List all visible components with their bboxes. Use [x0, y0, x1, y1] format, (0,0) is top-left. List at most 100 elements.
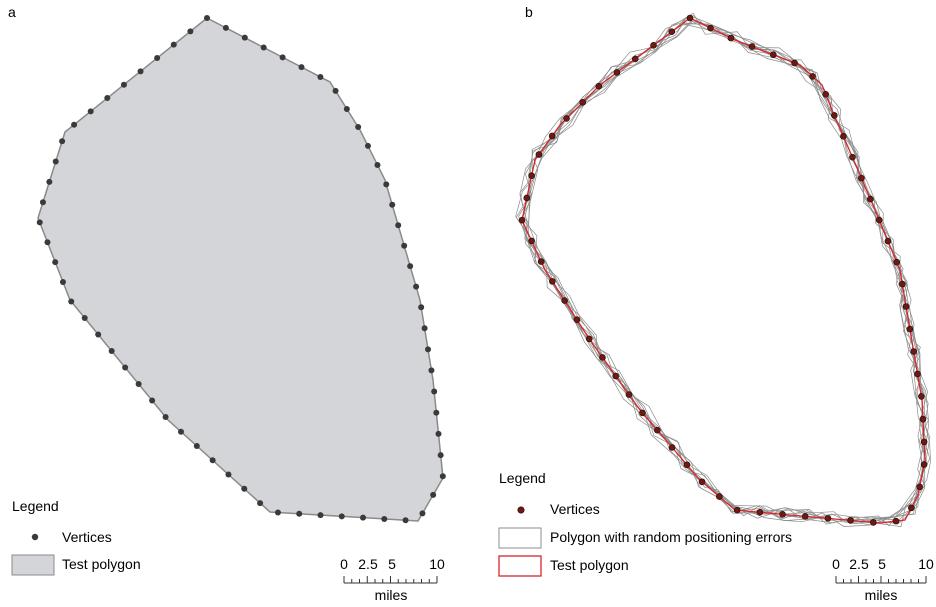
vertex	[177, 428, 184, 435]
error-polygon	[515, 18, 931, 528]
vertex	[149, 397, 156, 404]
vertex	[668, 444, 676, 451]
vertex	[698, 478, 706, 486]
vertex	[36, 219, 43, 226]
red-vertex-dot-icon	[517, 506, 525, 514]
scale-b-tick-1: 2.5	[849, 556, 869, 572]
test-polygon-a	[37, 17, 444, 522]
vertex	[135, 381, 142, 388]
vertex	[801, 513, 809, 520]
vertex	[831, 112, 838, 119]
vertex	[317, 512, 324, 519]
error-polygon	[522, 22, 928, 522]
vertex	[104, 95, 111, 102]
vertex	[858, 174, 865, 182]
legend-a: Legend Vertices Test polygon	[11, 498, 141, 576]
vertex	[518, 216, 526, 224]
vertex	[241, 485, 248, 492]
vertex	[884, 237, 892, 245]
vertex	[870, 519, 877, 526]
vertex	[579, 99, 586, 106]
vertex	[683, 461, 691, 469]
vertex	[899, 280, 906, 288]
vertex	[902, 303, 910, 310]
scale-b-tick-0: 0	[832, 556, 840, 572]
vertex	[59, 278, 66, 285]
vertex	[52, 259, 59, 266]
vertex	[585, 335, 593, 343]
vertex	[748, 43, 756, 50]
vertex	[204, 15, 210, 21]
panel-b-map	[515, 12, 931, 528]
vertex	[257, 500, 264, 507]
vertex	[612, 372, 620, 380]
vertex	[364, 142, 371, 149]
vertex	[770, 51, 777, 59]
vertex	[209, 457, 216, 464]
vertex	[431, 388, 438, 395]
vertex	[296, 510, 303, 517]
vertex	[528, 172, 535, 179]
vertex	[756, 508, 764, 516]
vertex	[625, 391, 633, 398]
vertices-b	[518, 14, 928, 526]
vertex	[435, 430, 442, 437]
vertex	[120, 81, 127, 88]
panel-a-map	[36, 15, 446, 524]
vertex	[122, 364, 129, 371]
vertex	[779, 511, 786, 518]
vertex	[87, 108, 94, 115]
vertex	[639, 409, 646, 417]
vertex	[561, 297, 568, 304]
vertex	[154, 55, 161, 62]
vertex	[401, 242, 408, 249]
vertex	[95, 331, 102, 338]
scale-b-tick-3: 10	[918, 556, 934, 572]
legend-b: Legend Vertices Polygon with random posi…	[498, 470, 792, 577]
vertex	[68, 298, 75, 305]
vertex	[395, 222, 402, 229]
vertex	[920, 461, 928, 468]
vertex	[733, 506, 741, 514]
scale-b-tick-2: 5	[878, 556, 886, 572]
vertex	[549, 278, 556, 285]
scale-bar-a: 0 2.5 5 10 miles	[340, 556, 445, 603]
vertex	[162, 414, 169, 421]
vertex	[847, 517, 854, 524]
vertex	[875, 216, 883, 224]
legend-b-title: Legend	[499, 470, 546, 486]
panel-b-letter: b	[525, 4, 533, 20]
vertex	[279, 54, 286, 61]
vertex	[528, 237, 535, 245]
vertex	[389, 201, 396, 208]
vertex	[613, 69, 621, 76]
vertex	[44, 239, 51, 246]
vertex	[910, 348, 917, 355]
vertex	[381, 515, 388, 522]
vertex	[360, 514, 367, 521]
vertex	[631, 55, 639, 63]
vertex	[650, 42, 657, 49]
vertex	[535, 151, 543, 158]
vertex	[338, 513, 345, 520]
error-polygon	[519, 23, 931, 520]
vertex	[849, 153, 856, 161]
vertex	[241, 34, 248, 41]
vertex	[437, 452, 444, 459]
vertex	[439, 473, 446, 480]
vertex	[824, 515, 832, 522]
scale-bar-b: 0 2.5 5 10 miles	[832, 556, 934, 603]
vertex	[919, 415, 927, 423]
vertex	[428, 367, 435, 374]
vertex	[906, 325, 914, 333]
vertex	[867, 195, 874, 203]
vertex	[425, 346, 432, 353]
vertex	[383, 181, 390, 188]
vertex	[430, 491, 437, 498]
vertex	[599, 354, 606, 361]
scale-a-tick-3: 10	[429, 556, 445, 572]
vertex	[716, 493, 723, 500]
error-polygon	[518, 14, 930, 524]
vertex	[918, 393, 925, 400]
